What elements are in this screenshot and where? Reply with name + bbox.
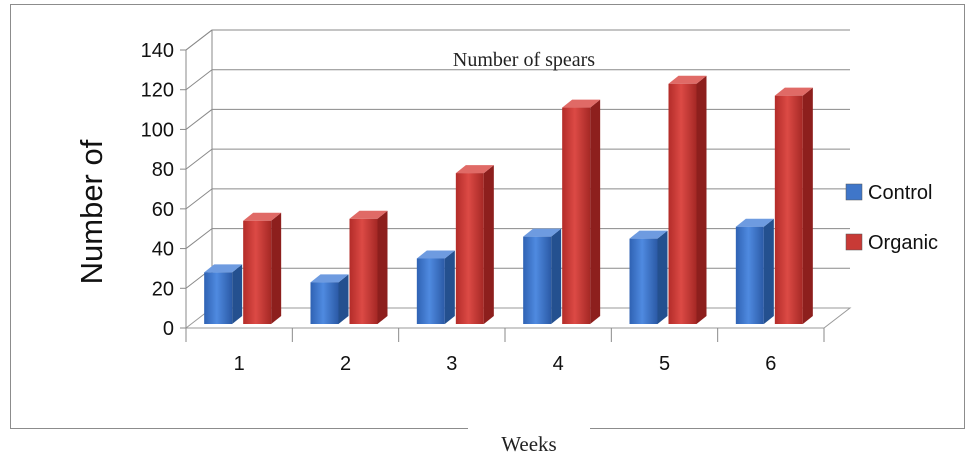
bar-organic-5	[668, 75, 707, 324]
bar-control-1	[204, 264, 243, 324]
bar-side	[271, 212, 282, 324]
x-tick-label: 5	[659, 353, 670, 375]
x-axis-label: Weeks	[501, 432, 557, 456]
gridline	[185, 29, 850, 51]
bar-top	[243, 212, 282, 221]
bar-side	[657, 230, 668, 324]
chart-frame	[10, 4, 965, 429]
gridline	[185, 108, 850, 130]
legend-swatch-organic	[845, 233, 863, 251]
legend-label-organic: Organic	[868, 232, 938, 254]
bar-control-5	[629, 230, 668, 324]
bar-front	[243, 220, 272, 324]
bar-front	[774, 95, 803, 325]
x-tick-label: 3	[446, 353, 457, 375]
bar-side	[232, 264, 243, 324]
bar-top	[629, 230, 668, 239]
bar-top	[668, 75, 707, 84]
bar-organic-6	[774, 87, 813, 325]
bar-top	[455, 165, 494, 174]
bar-organic-1	[243, 212, 282, 324]
gridline	[185, 188, 850, 210]
bar-top	[774, 87, 813, 96]
bar-front	[562, 107, 591, 324]
bar-control-6	[735, 218, 774, 324]
bar-front	[416, 258, 445, 324]
bar-front	[204, 272, 233, 324]
bar-top	[735, 218, 774, 227]
top-edge	[185, 29, 213, 51]
bars	[204, 75, 813, 325]
y-tick-label: 120	[141, 80, 174, 102]
bar-front	[310, 282, 339, 324]
bar-top	[523, 228, 562, 237]
bar-control-4	[523, 228, 562, 324]
bar-top	[349, 210, 388, 219]
bar-front	[629, 238, 658, 324]
bar-side	[696, 75, 707, 324]
bar-top	[562, 99, 601, 108]
tick-labels: 0 20 40 60 80 100 120 140 1 2 3 4 5 6	[141, 40, 777, 375]
bar-top	[310, 274, 349, 283]
y-tick-label: 20	[152, 278, 174, 300]
bar-side	[763, 218, 774, 324]
bar-organic-2	[349, 210, 388, 324]
x-tick-label: 6	[765, 353, 776, 375]
x-tick-label: 1	[234, 353, 245, 375]
bar-side	[551, 228, 562, 324]
bar-top	[204, 264, 243, 273]
legend: Control Organic	[845, 182, 938, 254]
bar-top	[416, 250, 455, 259]
x-tick-label: 4	[553, 353, 564, 375]
gridline	[185, 69, 850, 91]
y-tick-label: 80	[152, 159, 174, 181]
gridline	[185, 148, 850, 170]
bar-front	[668, 83, 697, 324]
bar-side	[338, 274, 349, 324]
y-tick-label: 0	[163, 318, 174, 340]
bar-side	[444, 250, 455, 324]
bar-organic-4	[562, 99, 601, 324]
chart-title: Number of spears	[453, 49, 595, 71]
legend-label-control: Control	[868, 182, 932, 204]
bar-organic-3	[455, 165, 494, 324]
y-tick-label: 40	[152, 239, 174, 261]
bar-control-2	[310, 274, 349, 324]
bar-control-3	[416, 250, 455, 324]
bar-side	[377, 210, 388, 324]
legend-swatch-control	[845, 183, 863, 201]
y-axis-label: Number of	[74, 139, 109, 284]
bar-side	[483, 165, 494, 324]
bar-side	[802, 87, 813, 325]
bar-front	[349, 218, 378, 324]
axes	[180, 29, 825, 342]
bar-front	[455, 173, 484, 324]
bar-front	[735, 226, 764, 324]
y-tick-label: 60	[152, 199, 174, 221]
x-tick-label: 2	[340, 353, 351, 375]
y-tick-label: 100	[141, 119, 174, 141]
y-tick-label: 140	[141, 40, 174, 62]
bar-side	[590, 99, 601, 324]
chart-frame-border	[10, 428, 468, 429]
bar-front	[523, 236, 552, 324]
chart-frame-border	[590, 428, 965, 429]
